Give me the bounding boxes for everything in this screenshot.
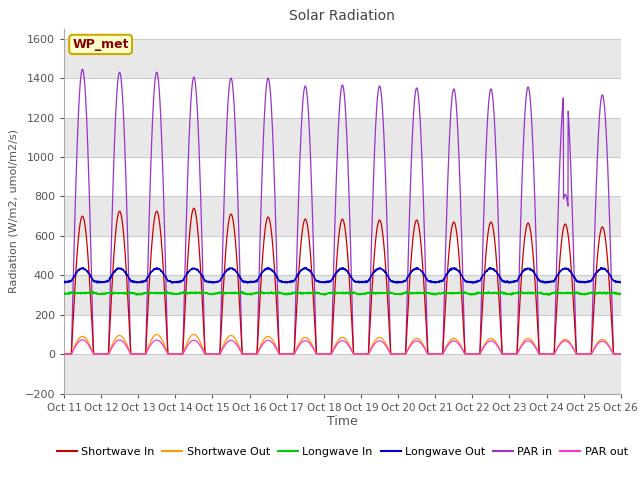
Bar (64, 196, 621, 236)
PAR out (371, 341, 379, 347)
Shortwave In (190, 205, 198, 211)
Shortwave In (504, 351, 512, 357)
PAR out (568, 343, 575, 349)
Bar (64, 39, 621, 78)
PAR in (568, 193, 575, 199)
Longwave In (545, 292, 553, 298)
Text: WP_met: WP_met (72, 38, 129, 51)
Longwave Out (504, 279, 512, 285)
Line: Longwave Out: Longwave Out (64, 267, 621, 283)
Y-axis label: Radiation (W/m2, umol/m2/s): Radiation (W/m2, umol/m2/s) (9, 129, 19, 293)
Legend: Shortwave In, Shortwave Out, Longwave In, Longwave Out, PAR in, PAR out: Shortwave In, Shortwave Out, Longwave In… (52, 442, 632, 461)
Shortwave In (359, 351, 367, 357)
PAR in (584, 351, 591, 357)
Shortwave In (371, 247, 379, 252)
Shortwave Out (504, 351, 512, 357)
PAR out (60, 351, 68, 357)
Longwave In (359, 291, 367, 297)
Line: Longwave In: Longwave In (64, 292, 621, 295)
PAR out (359, 351, 367, 357)
Line: Shortwave In: Shortwave In (64, 208, 621, 354)
Longwave Out (617, 279, 625, 285)
Shortwave In (568, 274, 575, 280)
Shortwave In (60, 351, 68, 357)
PAR in (216, 351, 223, 357)
Shortwave In (584, 351, 591, 357)
Longwave In (617, 291, 625, 297)
Longwave Out (568, 271, 576, 276)
Bar (64, 354, 621, 394)
Bar (64, 276, 621, 315)
Longwave In (504, 291, 512, 297)
Line: PAR out: PAR out (64, 340, 621, 354)
PAR out (216, 351, 223, 357)
Shortwave Out (584, 351, 591, 357)
Shortwave Out (216, 351, 223, 357)
Longwave In (60, 290, 68, 296)
Longwave Out (216, 278, 223, 284)
Longwave In (164, 289, 172, 295)
Longwave In (568, 290, 576, 296)
Shortwave Out (617, 351, 625, 357)
PAR out (79, 337, 86, 343)
Line: Shortwave Out: Shortwave Out (64, 335, 621, 354)
Bar (64, 118, 621, 157)
PAR in (60, 351, 68, 357)
Shortwave Out (359, 351, 367, 357)
PAR in (504, 351, 512, 357)
PAR out (584, 351, 591, 357)
Longwave Out (60, 278, 68, 284)
Shortwave Out (153, 332, 161, 337)
Longwave Out (584, 279, 591, 285)
Longwave Out (371, 268, 379, 274)
Longwave Out (359, 279, 367, 285)
Title: Solar Radiation: Solar Radiation (289, 10, 396, 24)
Longwave Out (79, 264, 87, 270)
PAR in (79, 66, 86, 72)
PAR out (617, 351, 625, 357)
PAR in (617, 351, 625, 357)
Shortwave In (216, 351, 223, 357)
Longwave In (371, 290, 379, 296)
Longwave In (216, 289, 223, 295)
X-axis label: Time: Time (327, 415, 358, 429)
Longwave Out (506, 280, 513, 286)
Line: PAR in: PAR in (64, 69, 621, 354)
Shortwave Out (60, 351, 68, 357)
PAR out (504, 351, 512, 357)
Longwave In (584, 290, 591, 296)
PAR in (371, 142, 379, 148)
PAR in (359, 351, 367, 357)
Shortwave Out (568, 343, 575, 348)
Shortwave Out (371, 338, 379, 344)
Shortwave In (617, 351, 625, 357)
